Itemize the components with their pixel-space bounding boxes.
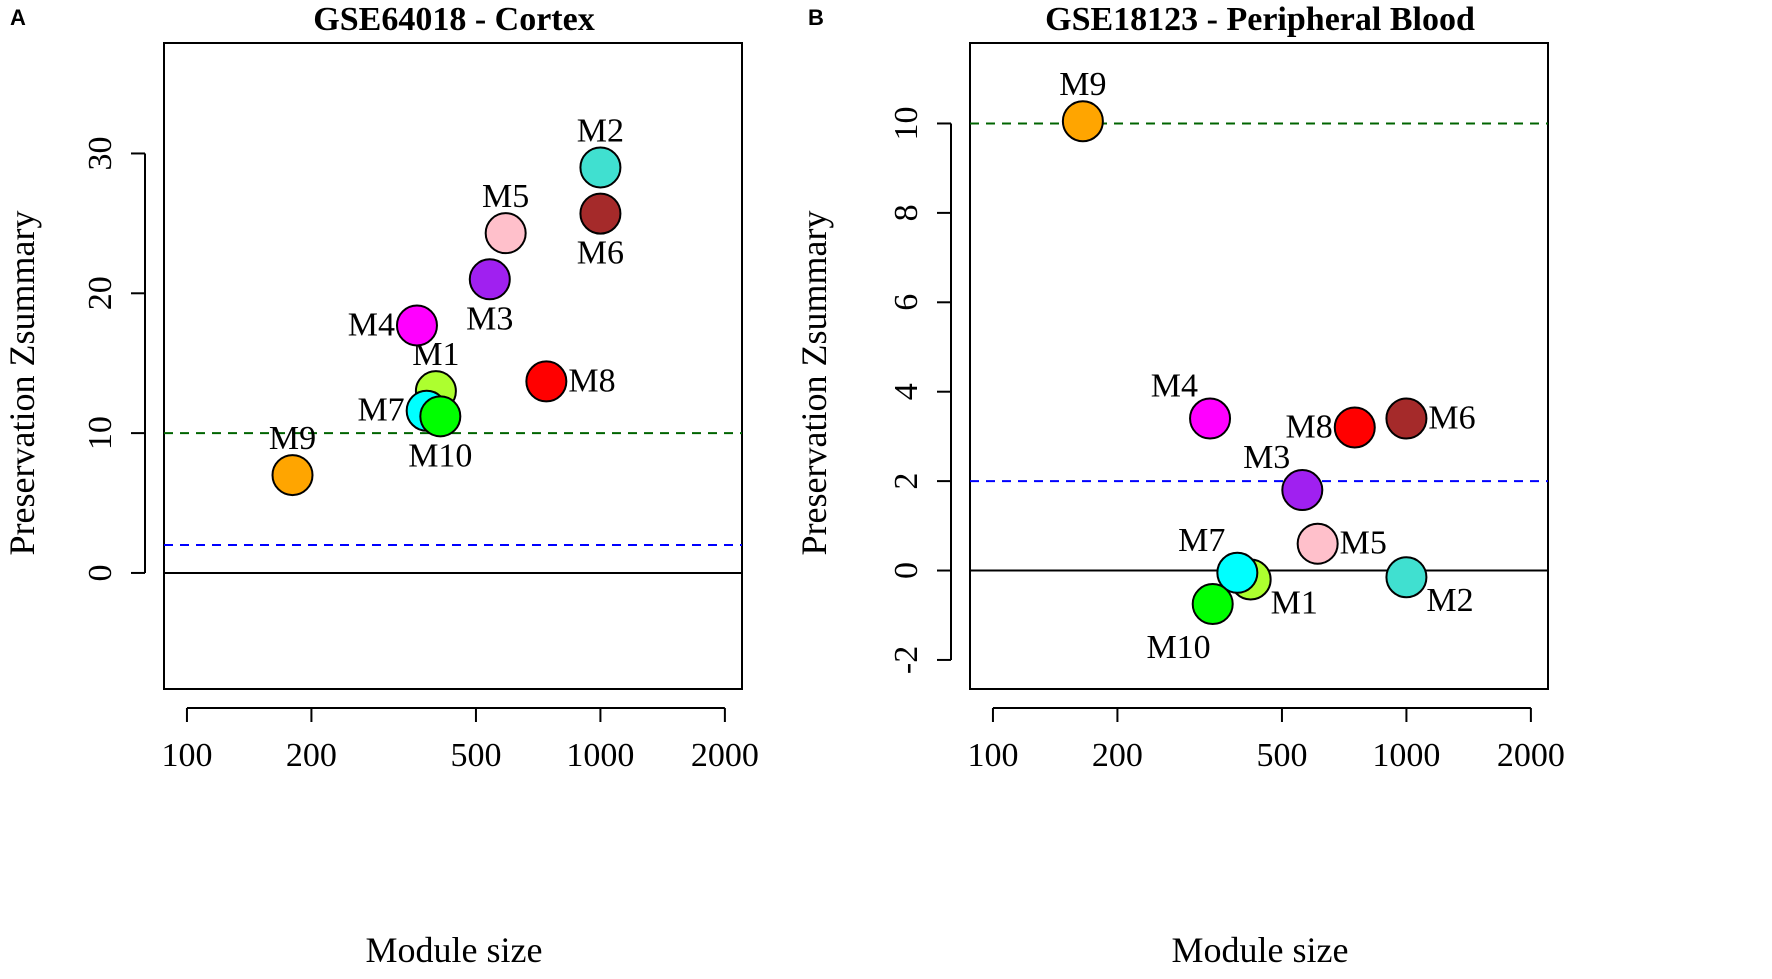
panel-b-point-m3 (1281, 469, 1324, 512)
panel-b-point-label-m9: M9 (1059, 66, 1106, 103)
panel-a-x-tick-label: 100 (161, 737, 212, 774)
panel-a-y-tick-label: 30 (82, 136, 119, 170)
panel-a-point-label-m3: M3 (466, 300, 513, 337)
panel-b-y-tick-label: 2 (888, 473, 925, 490)
panel-a-point-label-m7: M7 (357, 392, 404, 429)
panel-b-label: B (808, 5, 824, 30)
panel-b-point-m4 (1189, 397, 1232, 440)
panel-b-y-tick-label: -2 (888, 646, 925, 674)
panel-b-point-m2 (1385, 556, 1428, 599)
panel-a-point-m6 (579, 192, 622, 235)
panel-b-x-tick-label: 200 (1092, 737, 1143, 774)
panel-b-point-label-m4: M4 (1151, 368, 1198, 405)
panel-a-point-m10 (419, 395, 462, 438)
panel-a-plot-frame (163, 42, 743, 690)
panel-a-x-tick-label: 500 (450, 737, 501, 774)
panel-b-title: GSE18123 - Peripheral Blood (1045, 1, 1475, 38)
panel-a-axes: 100 200 500 1000 2000 0 10 20 30 (82, 136, 759, 774)
panel-a-point-label-m9: M9 (269, 420, 316, 457)
panel-b-point-label-m10: M10 (1146, 629, 1210, 666)
panel-b-y-tick-label: 8 (888, 204, 925, 221)
panel-a-point-label-m2: M2 (577, 112, 624, 149)
panel-b-y-tick-label: 6 (888, 294, 925, 311)
panel-b-x-tick-label: 100 (967, 737, 1018, 774)
panel-a-y-axis-label: Preservation Zsummary (2, 211, 42, 556)
panel-b-point-m10 (1191, 583, 1234, 626)
panel-a-point-m9 (271, 454, 314, 497)
panel-a-point-m8 (525, 360, 568, 403)
panel-a-point-label-m6: M6 (577, 235, 624, 272)
panel-b-point-m6 (1385, 397, 1428, 440)
panel-b-y-tick-label: 10 (888, 106, 925, 140)
panel-b-y-tick-label: 4 (888, 383, 925, 400)
panel-a-y-tick-label: 20 (82, 276, 119, 310)
panel-a-y-tick-label: 10 (82, 416, 119, 450)
panel-b-points: M1 M2 M3 M4 M5 M6 M7 M8 M9 M10 (1059, 66, 1475, 666)
panel-b-point-m9 (1061, 100, 1104, 143)
panel-b-point-m8 (1333, 406, 1376, 449)
panel-b-point-label-m5: M5 (1340, 525, 1387, 562)
panel-b-point-label-m1: M1 (1271, 584, 1318, 621)
panel-a-y-tick-label: 0 (82, 564, 119, 581)
panel-b-axes: 100 200 500 1000 2000 -2 0 2 4 6 8 10 (888, 106, 1565, 774)
panel-a: A GSE64018 - Cortex 100 200 500 1000 2000010… (2, 1, 759, 970)
panel-a-point-m4 (395, 304, 438, 347)
panel-b-x-axis-label: Module size (1172, 930, 1349, 970)
panel-b-point-m5 (1296, 522, 1339, 565)
panel-a-point-label-m10: M10 (408, 437, 472, 474)
panel-b-point-label-m6: M6 (1428, 400, 1475, 437)
panel-b-point-m7 (1216, 551, 1259, 594)
panel-a-reference-lines (164, 432, 742, 574)
panel-b-point-label-m8: M8 (1286, 408, 1333, 445)
panel-b-y-tick-label: 0 (888, 562, 925, 579)
panel-a-x-tick-label: 2000 (691, 737, 759, 774)
panel-a-x-tick-label: 200 (286, 737, 337, 774)
panel-b-point-label-m3: M3 (1243, 439, 1290, 476)
panel-a-label: A (10, 5, 26, 30)
panel-a-point-m3 (468, 258, 511, 301)
panel-a-title: GSE64018 - Cortex (313, 1, 594, 38)
panel-b-x-tick-label: 500 (1256, 737, 1307, 774)
panel-b-reference-lines (970, 122, 1548, 572)
panel-b-x-tick-label: 2000 (1497, 737, 1565, 774)
panel-a-point-m2 (579, 146, 622, 189)
panel-b-x-tick-label: 1000 (1372, 737, 1440, 774)
panel-b: B GSE18123 - Peripheral Blood 100 200 500 1… (794, 1, 1565, 970)
panel-a-point-m5 (484, 212, 527, 255)
panel-b-point-label-m2: M2 (1426, 582, 1473, 619)
panel-a-point-label-m8: M8 (568, 362, 615, 399)
panel-b-point-label-m7: M7 (1178, 522, 1225, 559)
panel-a-point-label-m5: M5 (482, 178, 529, 215)
panel-b-plot-frame (969, 42, 1549, 690)
panel-a-x-tick-label: 1000 (566, 737, 634, 774)
panel-a-point-label-m4: M4 (348, 306, 395, 343)
panel-b-y-axis-label: Preservation Zsummary (794, 211, 834, 556)
panel-a-x-axis-label: Module size (366, 930, 543, 970)
